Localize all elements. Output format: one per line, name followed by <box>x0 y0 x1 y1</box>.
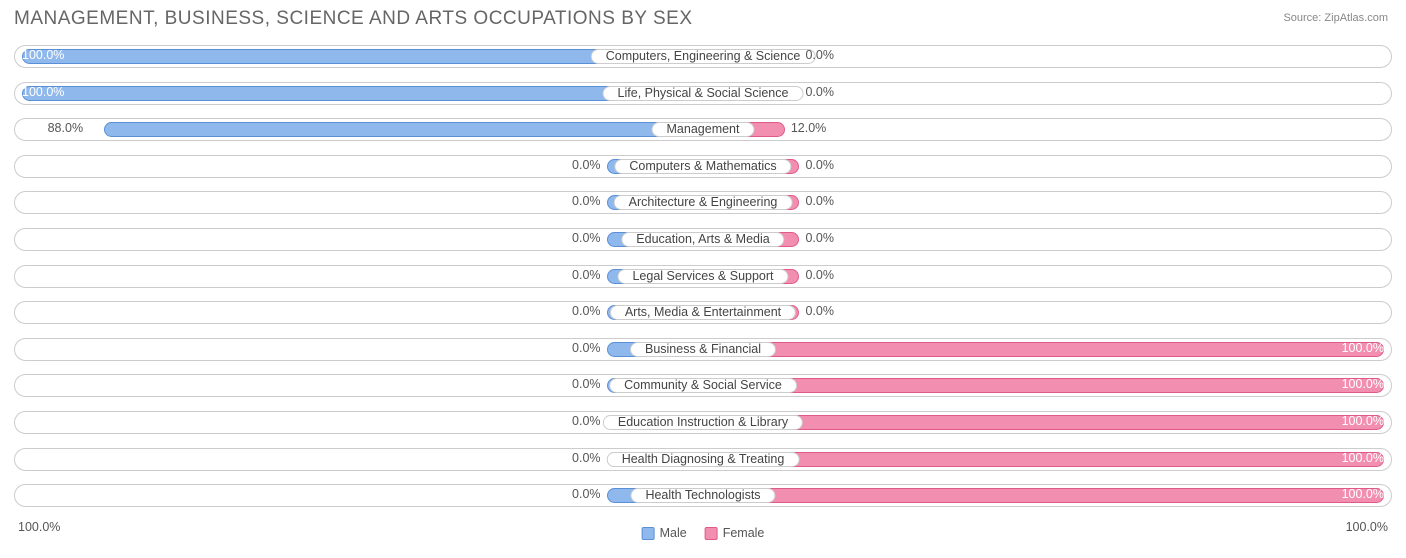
male-value: 88.0% <box>48 121 83 135</box>
male-value: 0.0% <box>572 158 601 172</box>
female-bar <box>703 378 1384 393</box>
row-label: Arts, Media & Entertainment <box>610 305 796 320</box>
chart-row: Legal Services & Support 0.0% 0.0% <box>14 260 1392 293</box>
female-value: 100.0% <box>1342 487 1384 501</box>
female-swatch-icon <box>705 527 718 540</box>
male-value: 0.0% <box>572 231 601 245</box>
female-value: 0.0% <box>805 85 834 99</box>
chart-title: MANAGEMENT, BUSINESS, SCIENCE AND ARTS O… <box>14 8 693 30</box>
axis-right-label: 100.0% <box>1346 520 1388 534</box>
row-track: Legal Services & Support <box>14 265 1392 288</box>
female-value: 0.0% <box>805 194 834 208</box>
row-track: Community & Social Service <box>14 374 1392 397</box>
chart-row: Education Instruction & Library0.0% 100.0… <box>14 406 1392 439</box>
chart-row: Arts, Media & Entertainment 0.0% 0.0% <box>14 296 1392 329</box>
male-value: 0.0% <box>572 377 601 391</box>
legend-male: Male <box>642 526 687 540</box>
row-track: Computers, Engineering & Science <box>14 45 1392 68</box>
male-value: 0.0% <box>572 414 601 428</box>
row-label: Computers, Engineering & Science <box>591 49 816 64</box>
female-bar <box>703 342 1384 357</box>
male-swatch-icon <box>642 527 655 540</box>
chart-row: Architecture & Engineering 0.0% 0.0% <box>14 186 1392 219</box>
row-label: Education, Arts & Media <box>621 232 784 247</box>
female-value: 100.0% <box>1342 451 1384 465</box>
chart-row: Education, Arts & Media 0.0% 0.0% <box>14 223 1392 256</box>
male-value: 0.0% <box>572 268 601 282</box>
chart-row: Community & Social Service 0.0% 100.0% <box>14 369 1392 402</box>
row-label: Management <box>652 122 755 137</box>
row-track: Arts, Media & Entertainment <box>14 301 1392 324</box>
male-bar <box>22 86 703 101</box>
row-track: Education, Arts & Media <box>14 228 1392 251</box>
row-label: Life, Physical & Social Science <box>603 86 804 101</box>
male-value: 0.0% <box>572 487 601 501</box>
male-value: 100.0% <box>22 48 64 62</box>
female-bar <box>703 415 1384 430</box>
chart-row: Business & Financial 0.0% 100.0% <box>14 333 1392 366</box>
male-bar <box>104 122 703 137</box>
source-attribution: Source: ZipAtlas.com <box>1283 12 1388 24</box>
row-label: Health Diagnosing & Treating <box>607 452 800 467</box>
female-value: 100.0% <box>1342 341 1384 355</box>
legend-female: Female <box>705 526 765 540</box>
row-track: Life, Physical & Social Science <box>14 82 1392 105</box>
female-value: 0.0% <box>805 268 834 282</box>
female-bar <box>703 488 1384 503</box>
row-track: Computers & Mathematics <box>14 155 1392 178</box>
chart-row: Computers & Mathematics 0.0% 0.0% <box>14 150 1392 183</box>
row-label: Community & Social Service <box>609 378 797 393</box>
male-value: 0.0% <box>572 194 601 208</box>
male-value: 100.0% <box>22 85 64 99</box>
row-track: Health Diagnosing & Treating <box>14 448 1392 471</box>
chart-row: Computers, Engineering & Science 100.0% 0.… <box>14 40 1392 73</box>
chart-area: Computers, Engineering & Science 100.0% 0.… <box>14 40 1392 516</box>
row-label: Education Instruction & Library <box>603 415 803 430</box>
chart-row: Management 88.0% 12.0% <box>14 113 1392 146</box>
axis-left-label: 100.0% <box>18 520 60 534</box>
legend-female-label: Female <box>723 526 765 540</box>
source-value: ZipAtlas.com <box>1324 12 1388 24</box>
male-value: 0.0% <box>572 341 601 355</box>
legend-male-label: Male <box>660 526 687 540</box>
row-label: Business & Financial <box>630 342 776 357</box>
row-track: Education Instruction & Library <box>14 411 1392 434</box>
row-label: Legal Services & Support <box>617 269 788 284</box>
row-track: Business & Financial <box>14 338 1392 361</box>
row-label: Architecture & Engineering <box>614 195 793 210</box>
female-value: 0.0% <box>805 48 834 62</box>
female-value: 0.0% <box>805 231 834 245</box>
row-track: Management <box>14 118 1392 141</box>
male-value: 0.0% <box>572 451 601 465</box>
row-track: Architecture & Engineering <box>14 191 1392 214</box>
female-value: 100.0% <box>1342 414 1384 428</box>
female-value: 100.0% <box>1342 377 1384 391</box>
legend: Male Female <box>642 526 765 540</box>
row-label: Computers & Mathematics <box>614 159 791 174</box>
female-value: 0.0% <box>805 158 834 172</box>
female-value: 12.0% <box>791 121 826 135</box>
chart-row: Health Diagnosing & Treating 0.0% 100.0% <box>14 443 1392 476</box>
source-label: Source: <box>1283 12 1321 24</box>
chart-row: Health Technologists 0.0% 100.0% <box>14 479 1392 512</box>
female-bar <box>703 452 1384 467</box>
male-value: 0.0% <box>572 304 601 318</box>
row-track: Health Technologists <box>14 484 1392 507</box>
row-label: Health Technologists <box>630 488 775 503</box>
female-value: 0.0% <box>805 304 834 318</box>
chart-row: Life, Physical & Social Science 100.0% 0.0… <box>14 77 1392 110</box>
